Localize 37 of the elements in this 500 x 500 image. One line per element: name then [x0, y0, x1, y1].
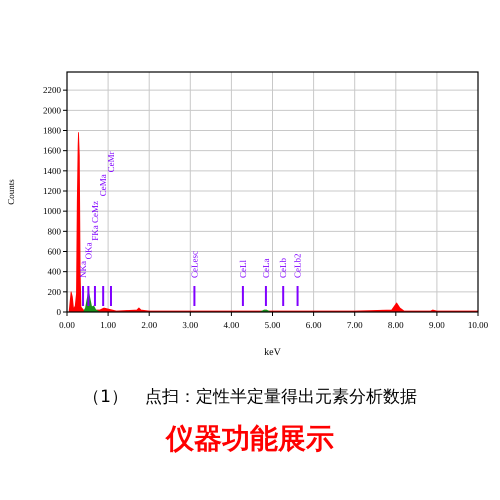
y-axis-title: Counts: [6, 178, 16, 205]
x-tick-label: 8.00: [388, 320, 404, 330]
x-tick-label: 6.00: [306, 320, 322, 330]
y-tick-label: 2200: [43, 85, 62, 96]
text: 仪器功能展示: [165, 422, 334, 455]
x-tick-label: 7.00: [346, 320, 364, 330]
y-tick-label: 0: [56, 307, 62, 317]
y-tick-label: 800: [48, 226, 62, 236]
ref-line-label: CeLl: [238, 260, 248, 278]
x-tick-label: 4.00: [224, 320, 240, 330]
x-tick-label: 5.00: [264, 320, 281, 330]
x-axis-title: keV: [264, 347, 282, 358]
y-tick-label: 200: [48, 286, 62, 297]
y-tick-label: 1600: [43, 146, 62, 156]
ref-line-label: CeLesc: [189, 251, 200, 278]
ref-line-label: CeLb: [278, 258, 288, 278]
x-tick-label: 1.00: [100, 320, 116, 330]
ref-line-label: CeLb2: [292, 254, 303, 278]
text: （1） 点扫：定性半定量得出元素分析数据: [83, 387, 417, 407]
y-tick-label: 400: [48, 266, 62, 277]
x-tick-label: 9.00: [429, 320, 446, 330]
ref-line-label: CeLa: [260, 258, 271, 278]
y-tick-label: 2000: [43, 105, 62, 116]
ref-line-label: CeMa: [98, 174, 108, 196]
y-tick-label: 1000: [43, 206, 62, 216]
ref-line-label: CeMr: [106, 151, 116, 172]
x-tick-label: 3.00: [182, 320, 199, 330]
ref-line-label: NKa: [78, 261, 88, 278]
y-tick-label: 1800: [43, 125, 62, 136]
y-tick-label: 600: [48, 246, 62, 256]
ref-line-label: OKa: [83, 242, 94, 260]
x-tick-label: 2.00: [141, 320, 158, 330]
ref-line-label: FKa CeMz: [90, 201, 100, 241]
x-tick-label: 10.00: [468, 320, 489, 330]
x-tick-label: 0.00: [59, 320, 76, 330]
y-tick-label: 1200: [43, 186, 62, 196]
y-tick-label: 1400: [43, 166, 62, 176]
